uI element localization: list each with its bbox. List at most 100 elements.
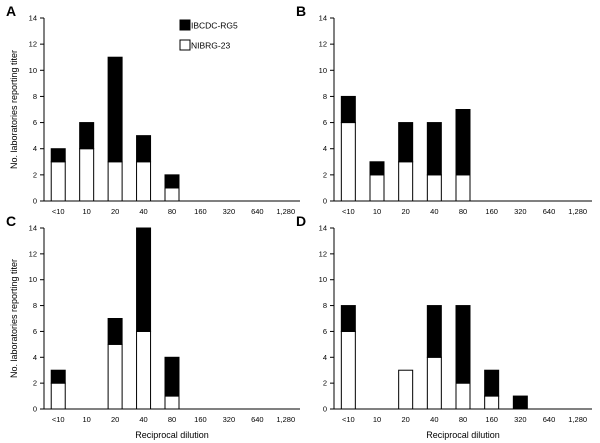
bar-nibrg-23 — [164, 187, 180, 202]
chart-panels: A 0 2 4 6 8 10 12 14 No. laboratories reporting t… — [6, 3, 592, 440]
x-tick-label: 10 — [82, 415, 90, 424]
legend-swatch — [179, 39, 191, 51]
y-tick-label: 8 — [323, 301, 327, 310]
x-tick-label: 1,280 — [276, 207, 295, 216]
x-tick-label: 320 — [223, 415, 236, 424]
y-tick-label: 0 — [323, 197, 327, 206]
y-tick-label: 4 — [33, 353, 37, 362]
y-tick-label: 4 — [33, 144, 37, 153]
y-tick-label: 10 — [29, 66, 37, 75]
x-tick-label: 80 — [168, 207, 176, 216]
y-tick-label: 14 — [29, 14, 37, 23]
x-tick-label: 20 — [401, 207, 409, 216]
x-tick-label: 640 — [543, 415, 556, 424]
x-tick-label: 640 — [251, 207, 264, 216]
x-tick-label: 320 — [514, 207, 527, 216]
y-tick-label: 6 — [323, 327, 327, 336]
bar-nibrg-23 — [107, 161, 123, 202]
bar-nibrg-23 — [369, 174, 385, 202]
bar-ibcdc-rg5 — [107, 318, 123, 345]
bar-ibcdc-rg5 — [50, 148, 66, 163]
bar-nibrg-23 — [136, 161, 152, 202]
bar-ibcdc-rg5 — [455, 109, 471, 176]
legend-label: NIBRG-23 — [191, 41, 230, 51]
y-tick-label: 14 — [29, 224, 37, 233]
x-tick-label: <10 — [342, 207, 355, 216]
x-tick-label: 40 — [430, 207, 438, 216]
x-tick-label: 1,280 — [568, 207, 587, 216]
chart-panel-b: B 0 2 4 6 8 10 12 14 <10 10 20 40 80 160 320 640 1,280 — [296, 3, 592, 216]
x-tick-label: <10 — [342, 415, 355, 424]
y-tick-label: 2 — [323, 379, 327, 388]
bar-nibrg-23 — [79, 148, 95, 202]
x-tick-label: 10 — [373, 207, 381, 216]
y-tick-label: 0 — [33, 405, 37, 414]
bar-ibcdc-rg5 — [484, 369, 500, 397]
y-tick-label: 2 — [323, 170, 327, 179]
bar-ibcdc-rg5 — [50, 369, 66, 384]
x-tick-label: 40 — [430, 415, 438, 424]
x-tick-label: 1,280 — [568, 415, 587, 424]
bar-ibcdc-rg5 — [164, 174, 180, 189]
panel-letter: A — [6, 3, 16, 19]
x-tick-label: 20 — [401, 415, 409, 424]
bar-nibrg-23 — [340, 122, 356, 202]
x-tick-label: 20 — [111, 207, 119, 216]
x-tick-label: 160 — [485, 207, 498, 216]
bar-ibcdc-rg5 — [107, 56, 123, 163]
bar-ibcdc-rg5 — [426, 305, 442, 358]
x-tick-label: 160 — [485, 415, 498, 424]
x-tick-label: 40 — [139, 415, 147, 424]
y-axis-title: No. laboratories reporting titer — [9, 259, 19, 378]
bar-nibrg-23 — [164, 395, 180, 410]
y-tick-label: 14 — [319, 224, 327, 233]
bar-ibcdc-rg5 — [398, 122, 414, 163]
y-tick-label: 4 — [323, 353, 327, 362]
y-tick-label: 0 — [33, 197, 37, 206]
y-tick-label: 12 — [319, 40, 327, 49]
bar-ibcdc-rg5 — [455, 305, 471, 384]
chart-panel-a: A 0 2 4 6 8 10 12 14 No. laboratories reporting t… — [6, 3, 300, 216]
y-tick-label: 10 — [29, 275, 37, 284]
bar-nibrg-23 — [426, 174, 442, 202]
x-tick-label: 640 — [251, 415, 264, 424]
bar-nibrg-23 — [50, 382, 66, 410]
x-tick-label: 20 — [111, 415, 119, 424]
x-tick-label: 10 — [373, 415, 381, 424]
bar-nibrg-23 — [136, 330, 152, 410]
bar-nibrg-23 — [107, 343, 123, 410]
x-tick-label: 320 — [514, 415, 527, 424]
bar-ibcdc-rg5 — [136, 227, 152, 332]
panel-letter: B — [296, 3, 306, 19]
bar-nibrg-23 — [484, 395, 500, 410]
bar-ibcdc-rg5 — [340, 95, 356, 124]
bar-nibrg-23 — [455, 174, 471, 202]
y-tick-label: 10 — [319, 275, 327, 284]
y-axis-title: No. laboratories reporting titer — [9, 50, 19, 169]
y-tick-label: 10 — [319, 66, 327, 75]
bar-nibrg-23 — [398, 161, 414, 202]
y-tick-label: 0 — [323, 405, 327, 414]
bar-ibcdc-rg5 — [426, 122, 442, 176]
x-tick-label: <10 — [52, 207, 65, 216]
y-tick-label: 14 — [319, 14, 327, 23]
x-tick-label: 1,280 — [276, 415, 295, 424]
x-tick-label: 320 — [223, 207, 236, 216]
x-tick-label: <10 — [52, 415, 65, 424]
x-tick-label: 80 — [459, 415, 467, 424]
chart-panel-d: D 0 2 4 6 8 10 12 14 <10 10 20 40 80 160 320 640 1,280 Rec… — [296, 213, 592, 440]
y-tick-label: 12 — [319, 249, 327, 258]
chart-legend: IBCDC-RG5 NIBRG-23 — [179, 19, 238, 51]
y-tick-label: 8 — [33, 301, 37, 310]
x-tick-label: 160 — [194, 207, 207, 216]
bar-ibcdc-rg5 — [512, 395, 528, 410]
legend-swatch — [179, 19, 191, 31]
y-tick-label: 2 — [33, 170, 37, 179]
bar-nibrg-23 — [455, 382, 471, 410]
x-tick-label: 10 — [82, 207, 90, 216]
x-tick-label: 640 — [543, 207, 556, 216]
y-tick-label: 8 — [33, 92, 37, 101]
legend-label: IBCDC-RG5 — [191, 21, 238, 31]
bar-ibcdc-rg5 — [369, 161, 385, 176]
y-tick-label: 12 — [29, 249, 37, 258]
